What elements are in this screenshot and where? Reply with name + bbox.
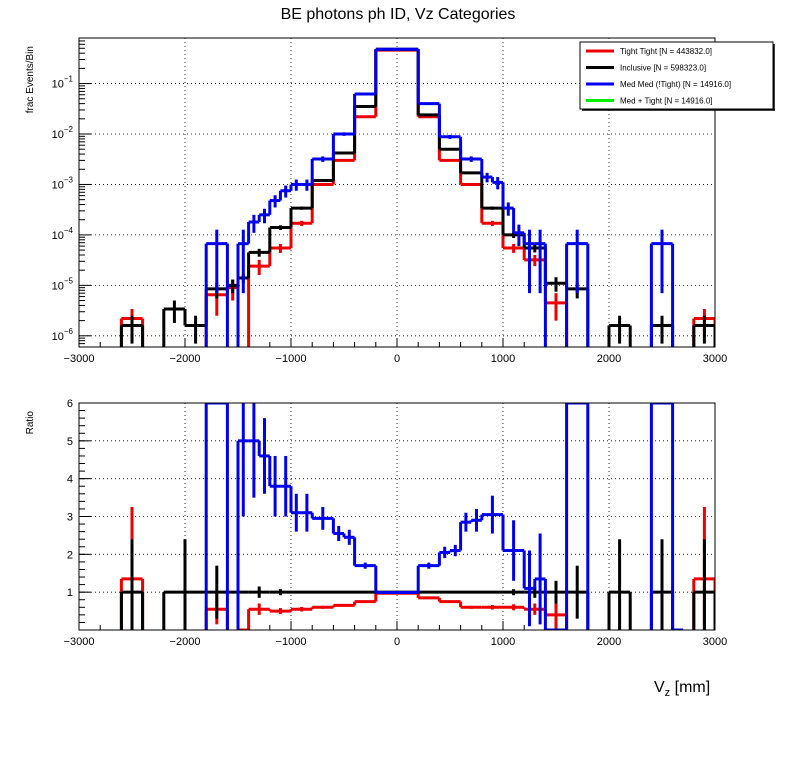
legend-entry-label: Med Med (!Tight) [N = 14916.0] bbox=[620, 80, 731, 89]
x-axis: −3000 −2000 −1000 0 1000 2000 3000 bbox=[64, 621, 727, 648]
y-tick-label: 1 bbox=[67, 587, 73, 599]
y-axis-title: frac Events/Bin bbox=[25, 46, 36, 113]
x-tick-label: 3000 bbox=[703, 636, 727, 648]
legend-box bbox=[579, 41, 774, 110]
y-axis-title: Ratio bbox=[25, 411, 36, 435]
x-axis-title: Vz [mm] bbox=[654, 679, 710, 699]
legend-entry-label: Med + Tight [N = 14916.0] bbox=[620, 97, 713, 106]
x-tick-label: −3000 bbox=[64, 353, 95, 365]
legend-entry-label: Inclusive [N = 598323.0] bbox=[620, 64, 706, 73]
series-layer bbox=[119, 403, 715, 630]
y-tick-label: 5 bbox=[67, 436, 73, 448]
y-tick-label: 10−1 bbox=[52, 75, 74, 91]
y-tick-label: 10−2 bbox=[52, 125, 74, 141]
x-tick-label: −1000 bbox=[276, 636, 307, 648]
y-tick-label: 10−6 bbox=[52, 327, 74, 343]
x-tick-label: −1000 bbox=[276, 353, 307, 365]
plot-frame bbox=[78, 402, 716, 631]
legend-entry-label: Tight Tight [N = 443832.0] bbox=[620, 47, 712, 56]
x-tick-label: 1000 bbox=[491, 636, 515, 648]
x-tick-label: −2000 bbox=[170, 353, 201, 365]
chart-title: BE photons ph ID, Vz Categories bbox=[281, 6, 516, 23]
series-med-med-tight-inclusive bbox=[204, 403, 684, 630]
series-layer bbox=[119, 47, 715, 347]
x-tick-label: 0 bbox=[394, 353, 400, 365]
y-tick-label: 4 bbox=[67, 474, 73, 486]
series-med-med-tight- bbox=[204, 47, 675, 347]
x-tick-label: 1000 bbox=[491, 353, 515, 365]
x-tick-label: −2000 bbox=[170, 636, 201, 648]
y-tick-label: 3 bbox=[67, 512, 73, 524]
plot-frame bbox=[78, 37, 716, 348]
x-tick-label: −3000 bbox=[64, 636, 95, 648]
x-axis-title-unit: [mm] bbox=[670, 679, 710, 696]
x-axis-title-main: V bbox=[654, 679, 665, 696]
y-axis: 10−6 10−5 10−4 10−3 10−2 10−1 bbox=[52, 37, 91, 348]
x-tick-label: 2000 bbox=[597, 353, 621, 365]
y-tick-label: 2 bbox=[67, 549, 73, 561]
y-tick-label: 10−3 bbox=[52, 175, 74, 191]
legend: Tight Tight [N = 443832.0] Inclusive [N =… bbox=[579, 41, 775, 111]
x-tick-label: 3000 bbox=[703, 353, 727, 365]
y-tick-label: 10−4 bbox=[52, 226, 74, 242]
x-axis-title-subscript: z bbox=[665, 687, 671, 699]
ratio-panel: −3000 −2000 −1000 0 1000 2000 3000 1 2 3 4 5 6 Ratio bbox=[25, 398, 727, 648]
top-panel: −3000 −2000 −1000 0 1000 2000 3000 10−6 10−5 10−4… bbox=[25, 37, 775, 365]
y-tick-label: 6 bbox=[67, 398, 73, 410]
y-tick-label: 10−5 bbox=[52, 276, 74, 292]
x-tick-label: 2000 bbox=[597, 636, 621, 648]
x-tick-label: 0 bbox=[394, 636, 400, 648]
y-axis: 1 2 3 4 5 6 bbox=[67, 398, 91, 631]
